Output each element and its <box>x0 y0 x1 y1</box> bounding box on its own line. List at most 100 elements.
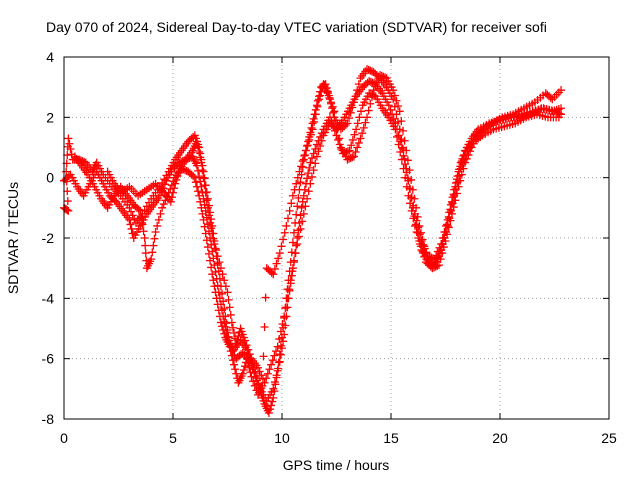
data-point-marker <box>281 303 290 312</box>
data-point-marker <box>283 294 292 303</box>
data-point-marker <box>347 141 356 150</box>
data-point-marker <box>456 158 465 167</box>
data-point-marker <box>244 345 253 354</box>
data-point-marker <box>206 256 215 265</box>
data-point-marker <box>430 255 439 264</box>
data-point-marker <box>223 288 232 297</box>
data-point-marker <box>315 95 324 104</box>
data-point-marker <box>154 215 163 224</box>
data-point-marker <box>283 214 292 223</box>
data-point-marker <box>200 174 209 183</box>
data-point-marker <box>557 86 566 95</box>
data-point-marker <box>200 181 209 190</box>
data-point-marker <box>438 234 447 242</box>
data-point-marker <box>150 234 159 243</box>
data-point-marker <box>311 159 320 168</box>
data-point-marker <box>274 254 283 263</box>
data-point-marker <box>204 249 213 258</box>
series-3 <box>70 71 566 399</box>
data-point-marker <box>297 203 306 212</box>
data-point-marker <box>356 134 365 143</box>
data-point-marker <box>126 220 135 229</box>
data-point-marker <box>203 243 212 252</box>
data-point-marker <box>455 165 464 174</box>
data-point-marker <box>294 194 303 203</box>
data-point-marker <box>213 300 222 309</box>
data-point-marker <box>218 322 227 331</box>
data-point-marker <box>197 158 206 167</box>
data-point-marker <box>202 187 211 196</box>
data-point-marker <box>260 322 269 331</box>
x-tick-label: 5 <box>169 430 177 446</box>
data-point-marker <box>276 350 285 359</box>
data-point-marker <box>278 319 287 328</box>
data-point-marker <box>221 282 230 291</box>
y-tick-label: 4 <box>46 49 54 65</box>
data-point-marker <box>198 209 207 218</box>
data-point-marker <box>251 368 260 377</box>
data-point-marker <box>225 303 234 312</box>
data-point-marker <box>66 145 75 154</box>
data-point-marker <box>141 241 150 250</box>
data-point-marker <box>196 153 205 162</box>
data-point-marker <box>298 217 307 226</box>
data-point-marker <box>125 203 134 212</box>
data-point-marker <box>232 339 241 348</box>
data-point-marker <box>264 408 273 417</box>
data-point-marker <box>554 113 563 122</box>
data-point-marker <box>159 200 168 209</box>
data-point-marker <box>166 197 175 206</box>
data-point-marker <box>214 306 223 315</box>
data-point-marker <box>334 135 343 144</box>
data-point-marker <box>138 220 147 229</box>
data-point-marker <box>400 136 409 145</box>
data-point-marker <box>348 153 357 162</box>
data-point-marker <box>230 360 239 369</box>
data-point-marker <box>327 98 336 107</box>
data-point-marker <box>399 151 408 160</box>
data-point-marker <box>274 364 283 373</box>
data-point-marker <box>434 261 443 270</box>
data-point-marker <box>317 87 326 96</box>
data-point-marker <box>63 187 72 196</box>
data-point-marker <box>231 365 240 374</box>
data-point-marker <box>141 249 150 258</box>
data-point-marker <box>220 276 229 285</box>
data-point-marker <box>292 241 301 250</box>
data-point-marker <box>171 179 180 188</box>
data-point-marker <box>270 264 279 273</box>
data-point-marker <box>306 130 315 139</box>
data-point-marker <box>64 206 73 215</box>
data-point-marker <box>158 203 167 212</box>
data-point-marker <box>192 182 201 191</box>
data-point-marker <box>263 369 272 378</box>
data-point-marker <box>303 194 312 203</box>
data-point-marker <box>397 155 406 164</box>
data-point-marker <box>287 199 296 208</box>
data-point-marker <box>267 401 276 410</box>
data-point-marker <box>249 377 258 386</box>
data-point-marker <box>389 114 398 123</box>
data-point-marker <box>127 224 136 233</box>
data-point-marker <box>443 215 452 224</box>
axis-ticks: 0 5 10 15 20 25 -8 -6 -4 -2 0 2 4 <box>42 49 617 446</box>
data-point-marker <box>196 197 205 206</box>
data-point-marker <box>301 146 310 155</box>
chart-title: Day 070 of 2024, Sidereal Day-to-day VTE… <box>46 19 547 35</box>
data-point-marker <box>173 172 182 181</box>
data-point-marker <box>285 206 294 215</box>
x-tick-label: 15 <box>383 430 399 446</box>
data-point-marker <box>213 252 222 261</box>
x-tick-label: 10 <box>274 430 290 446</box>
data-point-marker <box>292 179 301 188</box>
data-point-marker <box>323 89 332 98</box>
data-point-marker <box>278 344 286 353</box>
data-point-marker <box>136 206 145 215</box>
data-point-marker <box>215 258 224 267</box>
data-point-marker <box>153 221 162 230</box>
data-point-marker <box>349 152 358 161</box>
data-point-marker <box>311 110 320 119</box>
data-point-marker <box>268 356 277 365</box>
data-point-marker <box>328 102 337 111</box>
data-point-marker <box>351 148 360 157</box>
